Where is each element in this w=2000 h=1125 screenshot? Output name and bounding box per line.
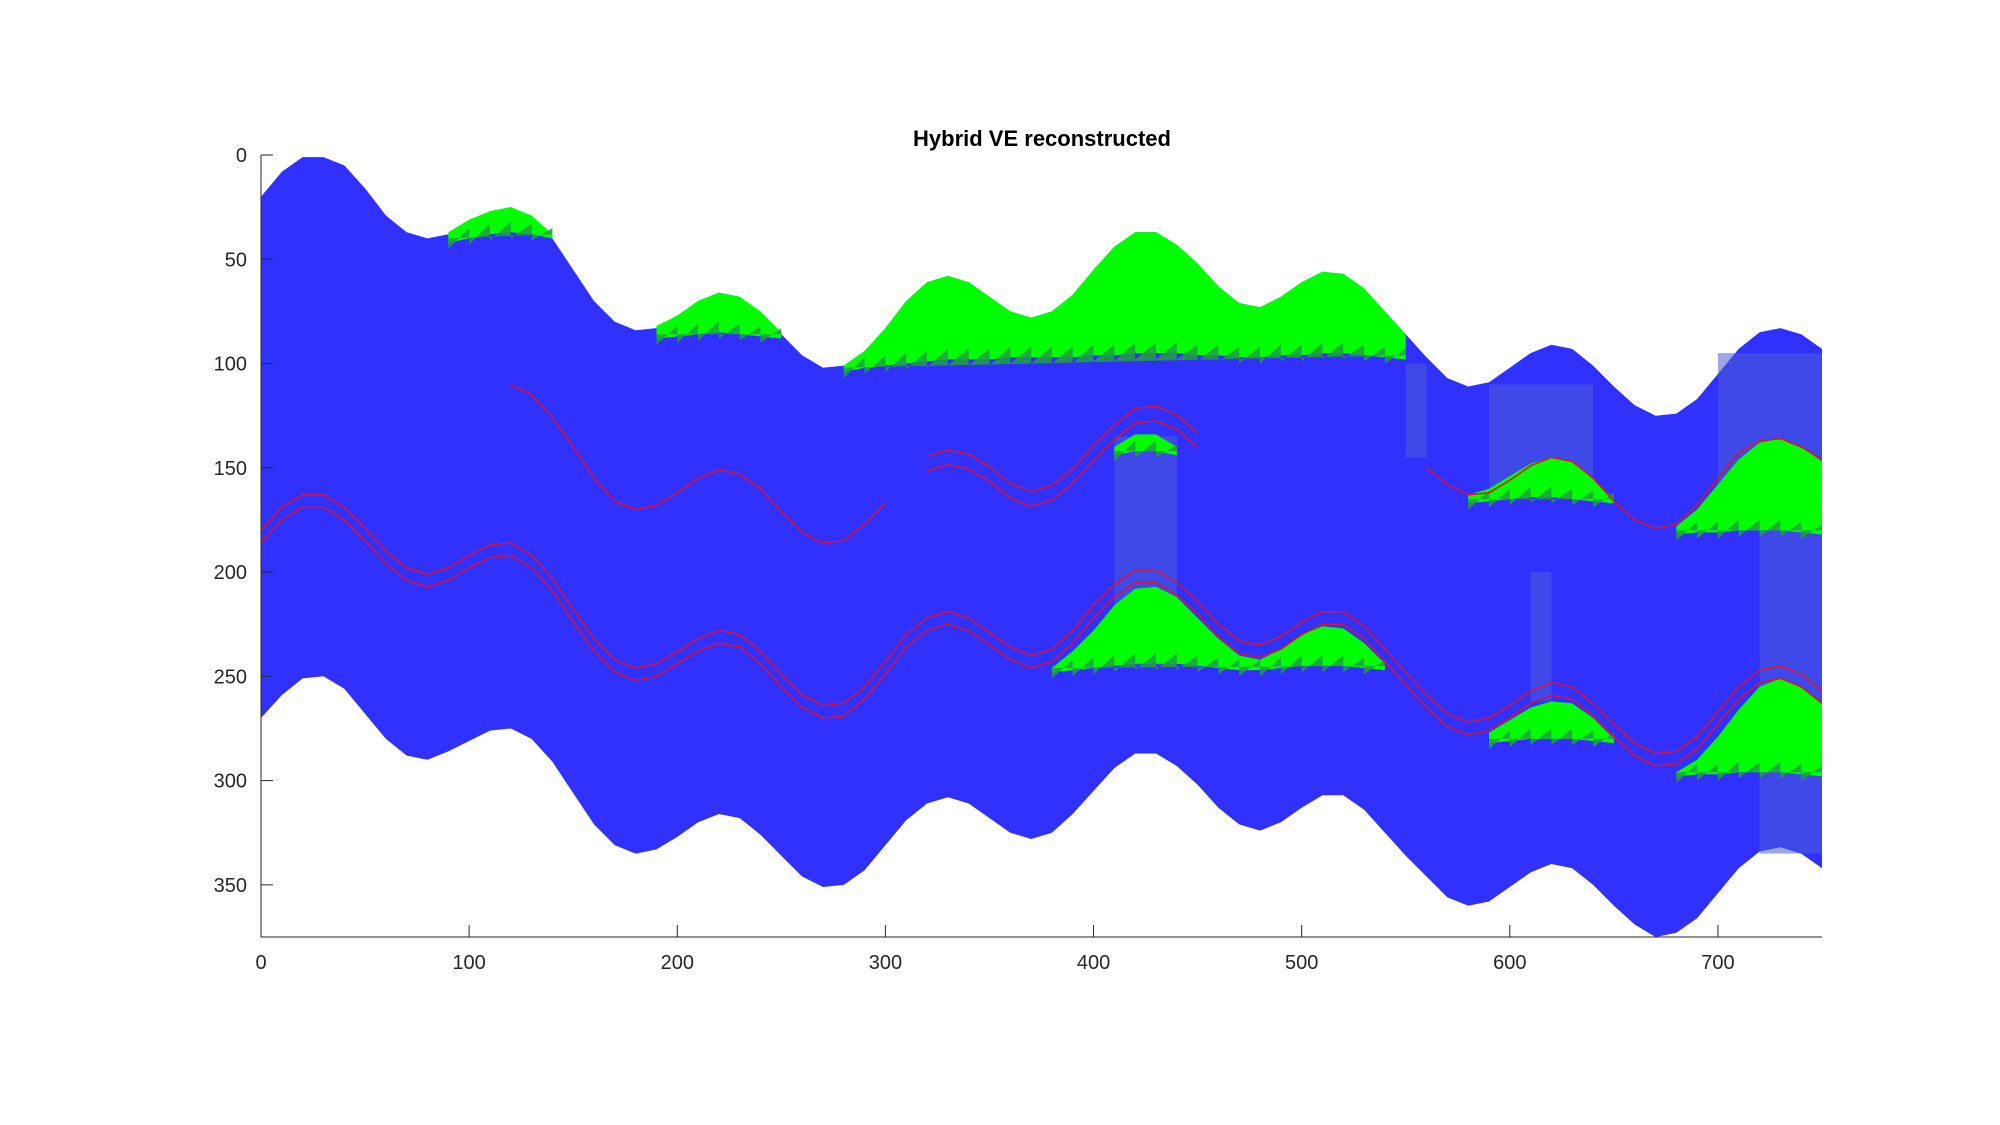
plume-2 — [656, 292, 782, 345]
horizon-line-lower — [260, 506, 1823, 767]
y-tick-label: 50 — [225, 249, 247, 271]
column-overlay-4 — [1530, 572, 1552, 702]
horizon-line-2 — [926, 405, 1199, 508]
y-tick-label: 0 — [236, 145, 247, 167]
horizon-line-upper — [926, 405, 1199, 493]
horizon-line-path — [510, 383, 886, 544]
plume-body — [1468, 457, 1614, 504]
plume-edge — [1676, 519, 1822, 541]
plume-edge — [1468, 486, 1614, 510]
plume-edge — [1676, 761, 1822, 783]
plume-4 — [1114, 434, 1177, 462]
plume-6 — [1676, 438, 1822, 541]
plot-area — [260, 157, 1823, 938]
plume-9 — [1676, 678, 1822, 783]
plume-1 — [448, 207, 553, 249]
axes: 0 100 200 300 400 500 600 700 0 50 100 150 200 250 300… — [214, 145, 1822, 974]
domain-band — [261, 157, 1822, 938]
plume-edge — [1051, 653, 1385, 679]
y-tick-label: 100 — [214, 354, 247, 376]
plume-edge — [1114, 440, 1177, 462]
y-tick-label: 300 — [214, 771, 247, 793]
horizon-line-path — [1426, 437, 1823, 530]
y-tick-label: 200 — [214, 562, 247, 584]
co2-plumes — [448, 207, 1822, 783]
aquifer-domain — [261, 157, 1822, 938]
horizon-line-1 — [510, 383, 886, 544]
horizon-lines — [260, 383, 1823, 767]
x-tick-label: 600 — [1493, 952, 1526, 974]
plume-3 — [843, 232, 1406, 379]
x-tick-label: 400 — [1077, 952, 1110, 974]
plume-body — [656, 292, 782, 339]
y-tick-label: 350 — [214, 875, 247, 897]
plume-edge — [656, 321, 782, 345]
chart-title: Hybrid VE reconstructed — [913, 126, 1171, 151]
horizon-line-3 — [260, 494, 1823, 767]
plume-8 — [1489, 701, 1614, 750]
plume-edge — [448, 221, 553, 249]
x-tick-label: 700 — [1701, 952, 1734, 974]
plume-edge — [843, 342, 1406, 379]
plume-body — [448, 207, 553, 243]
horizon-line-upper — [260, 494, 1823, 755]
y-tick-label: 250 — [214, 666, 247, 688]
horizon-line-4 — [1426, 437, 1823, 530]
x-tick-label: 500 — [1285, 952, 1318, 974]
plume-edge — [1489, 728, 1614, 750]
plume-body — [1051, 586, 1385, 673]
plume-7 — [1051, 586, 1385, 679]
plume-body — [1489, 701, 1614, 744]
y-tick-label: 150 — [214, 458, 247, 480]
x-tick-label: 0 — [255, 952, 266, 974]
x-tick-label: 100 — [452, 952, 485, 974]
x-tick-label: 200 — [661, 952, 694, 974]
x-tick-label: 300 — [869, 952, 902, 974]
plume-body — [1676, 678, 1822, 777]
plume-body — [843, 232, 1406, 372]
plume-5 — [1468, 457, 1614, 510]
column-overlay-1 — [1405, 363, 1427, 458]
horizon-line-lower — [926, 420, 1199, 508]
plume-body — [1676, 438, 1822, 535]
